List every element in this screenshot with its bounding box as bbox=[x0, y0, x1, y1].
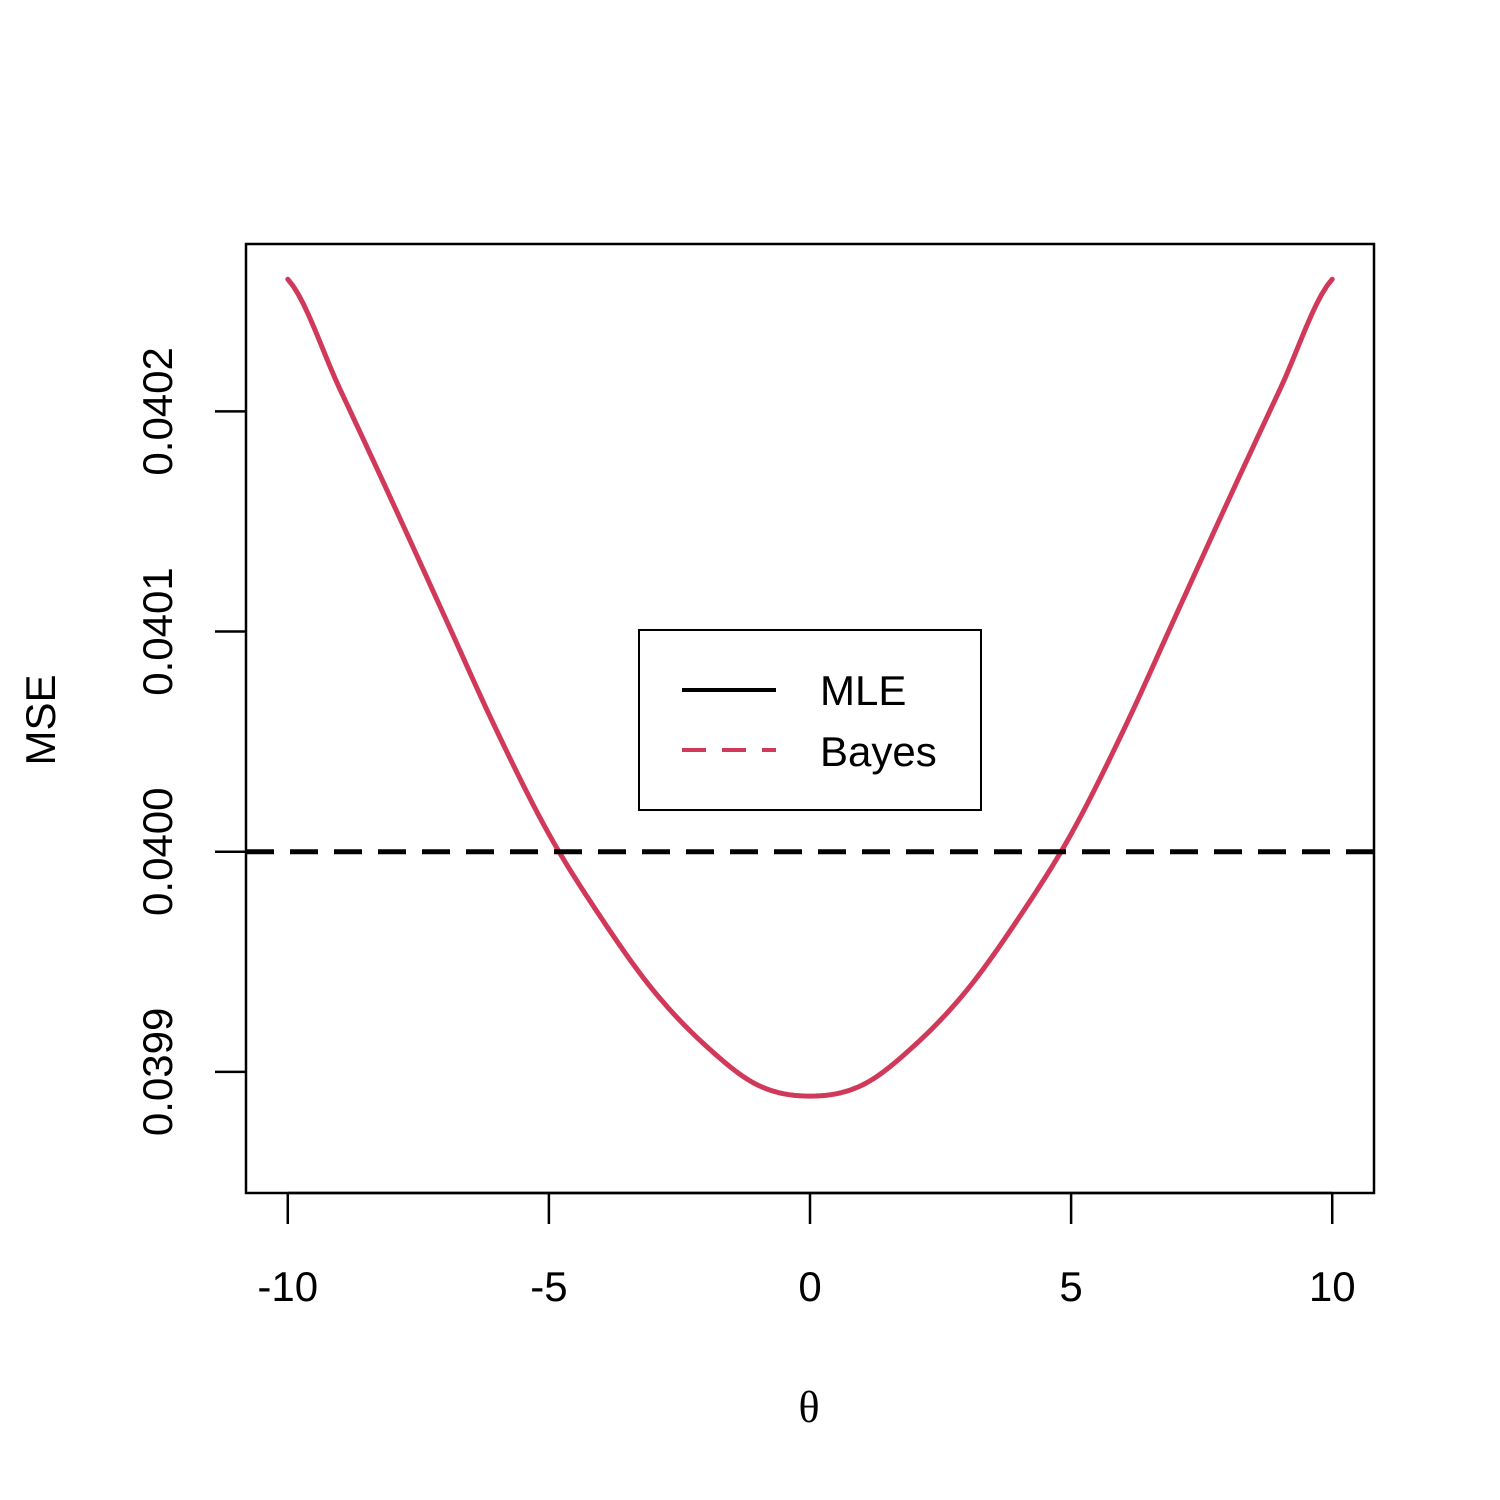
series-bayes-line bbox=[285, 276, 1335, 1099]
x-tick-label: 0 bbox=[798, 1263, 821, 1310]
x-tick-label: -5 bbox=[530, 1263, 567, 1310]
y-tick-label: 0.0401 bbox=[134, 567, 181, 695]
y-tick-label: 0.0399 bbox=[134, 1008, 181, 1136]
legend-label-mle: MLE bbox=[820, 667, 906, 714]
y-tick-label: 0.0402 bbox=[134, 347, 181, 475]
x-axis-title: θ bbox=[798, 1383, 819, 1432]
legend-box bbox=[638, 629, 982, 811]
legend: MLE Bayes bbox=[638, 629, 982, 811]
plot-layer bbox=[246, 276, 1374, 1099]
axis-layer: -10 -5 0 5 10 0.0399 0.0400 0.0401 0.0402 bbox=[134, 242, 1376, 1310]
legend-label-bayes: Bayes bbox=[820, 728, 937, 775]
y-axis-title: MSE bbox=[17, 674, 64, 765]
x-tick-label: 10 bbox=[1309, 1263, 1356, 1310]
x-tick-label: -10 bbox=[257, 1263, 318, 1310]
x-tick-label: 5 bbox=[1059, 1263, 1082, 1310]
y-tick-label: 0.0400 bbox=[134, 787, 181, 915]
